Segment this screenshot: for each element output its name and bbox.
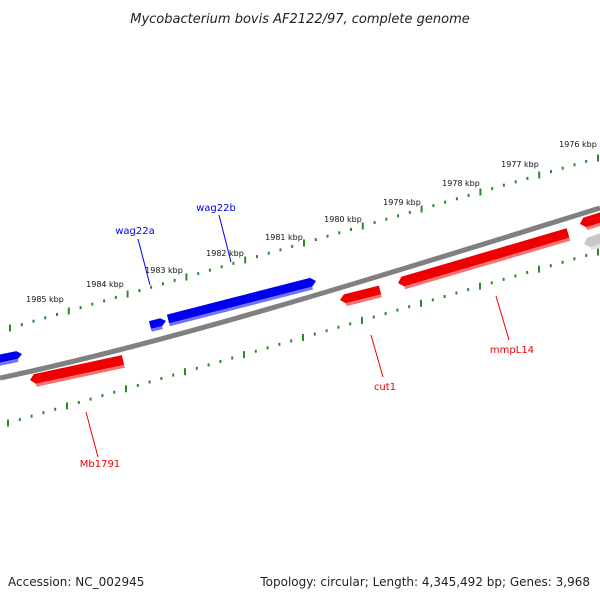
topology-summary: Topology: circular; Length: 4,345,492 bp… (259, 575, 590, 589)
gene-wag22a-line (137, 238, 151, 286)
scale-label: 1980 kbp (324, 215, 362, 224)
gene-feature-other-shadow (590, 243, 600, 250)
scale-label: 1976 kbp (559, 140, 597, 149)
gene-feature-Mb1791-shadow (35, 364, 125, 387)
scale-label: 1982 kbp (206, 249, 244, 258)
gene-feature-forward-shadow (0, 358, 19, 366)
gene-feature-Mb1791 (30, 355, 125, 384)
gene-Mb1791-label: Mb1791 (80, 459, 120, 470)
gene-feature-mmpL14 (398, 228, 570, 287)
gene-feature-wag22b (166, 277, 316, 324)
gene-cut1-label: cut1 (374, 382, 396, 393)
scale-label: 1981 kbp (265, 233, 303, 242)
gene-callouts: wag22a wag22b Mb1791 cut1 mmpL14 (80, 203, 534, 470)
map-title: Mycobacterium bovis AF2122/97, complete … (130, 12, 469, 27)
gene-feature-other (584, 233, 600, 248)
gene-wag22b-line (218, 214, 232, 263)
gene-feature-forward (0, 351, 22, 363)
scale-label: 1983 kbp (145, 266, 183, 275)
gene-feature-reverse-edge-shadow (586, 222, 600, 231)
inner-scale-ticks (7, 248, 599, 427)
scale-label: 1984 kbp (86, 280, 124, 289)
gene-cut1-line (370, 334, 384, 378)
gene-features (0, 212, 600, 387)
gene-feature-reverse-edge (580, 212, 600, 228)
gene-feature-mmpL14-shadow (404, 237, 571, 290)
genome-backbone (0, 205, 600, 381)
scale-label: 1985 kbp (26, 295, 64, 304)
outer-scale-ticks (9, 154, 599, 332)
accession-text: Accession: NC_002945 (8, 575, 144, 589)
gene-feature-cut1-shadow (345, 294, 382, 307)
scale-label: 1979 kbp (383, 198, 421, 207)
gene-Mb1791-line (85, 411, 99, 458)
gene-feature-wag22a (149, 318, 166, 329)
gene-mmpL14-line (495, 295, 510, 341)
gene-feature-cut1 (340, 285, 382, 304)
gene-mmpL14-label: mmpL14 (490, 345, 534, 356)
gene-wag22a-label: wag22a (115, 226, 155, 237)
gene-feature-wag22a-shadow (151, 326, 163, 332)
scale-label: 1977 kbp (501, 160, 539, 169)
scale-labels: 1976 kbp 1977 kbp 1978 kbp 1979 kbp 1980 kbp… (26, 140, 597, 304)
gene-feature-wag22b-shadow (169, 286, 313, 327)
gene-wag22b-label: wag22b (196, 203, 236, 214)
scale-label: 1978 kbp (442, 179, 480, 188)
